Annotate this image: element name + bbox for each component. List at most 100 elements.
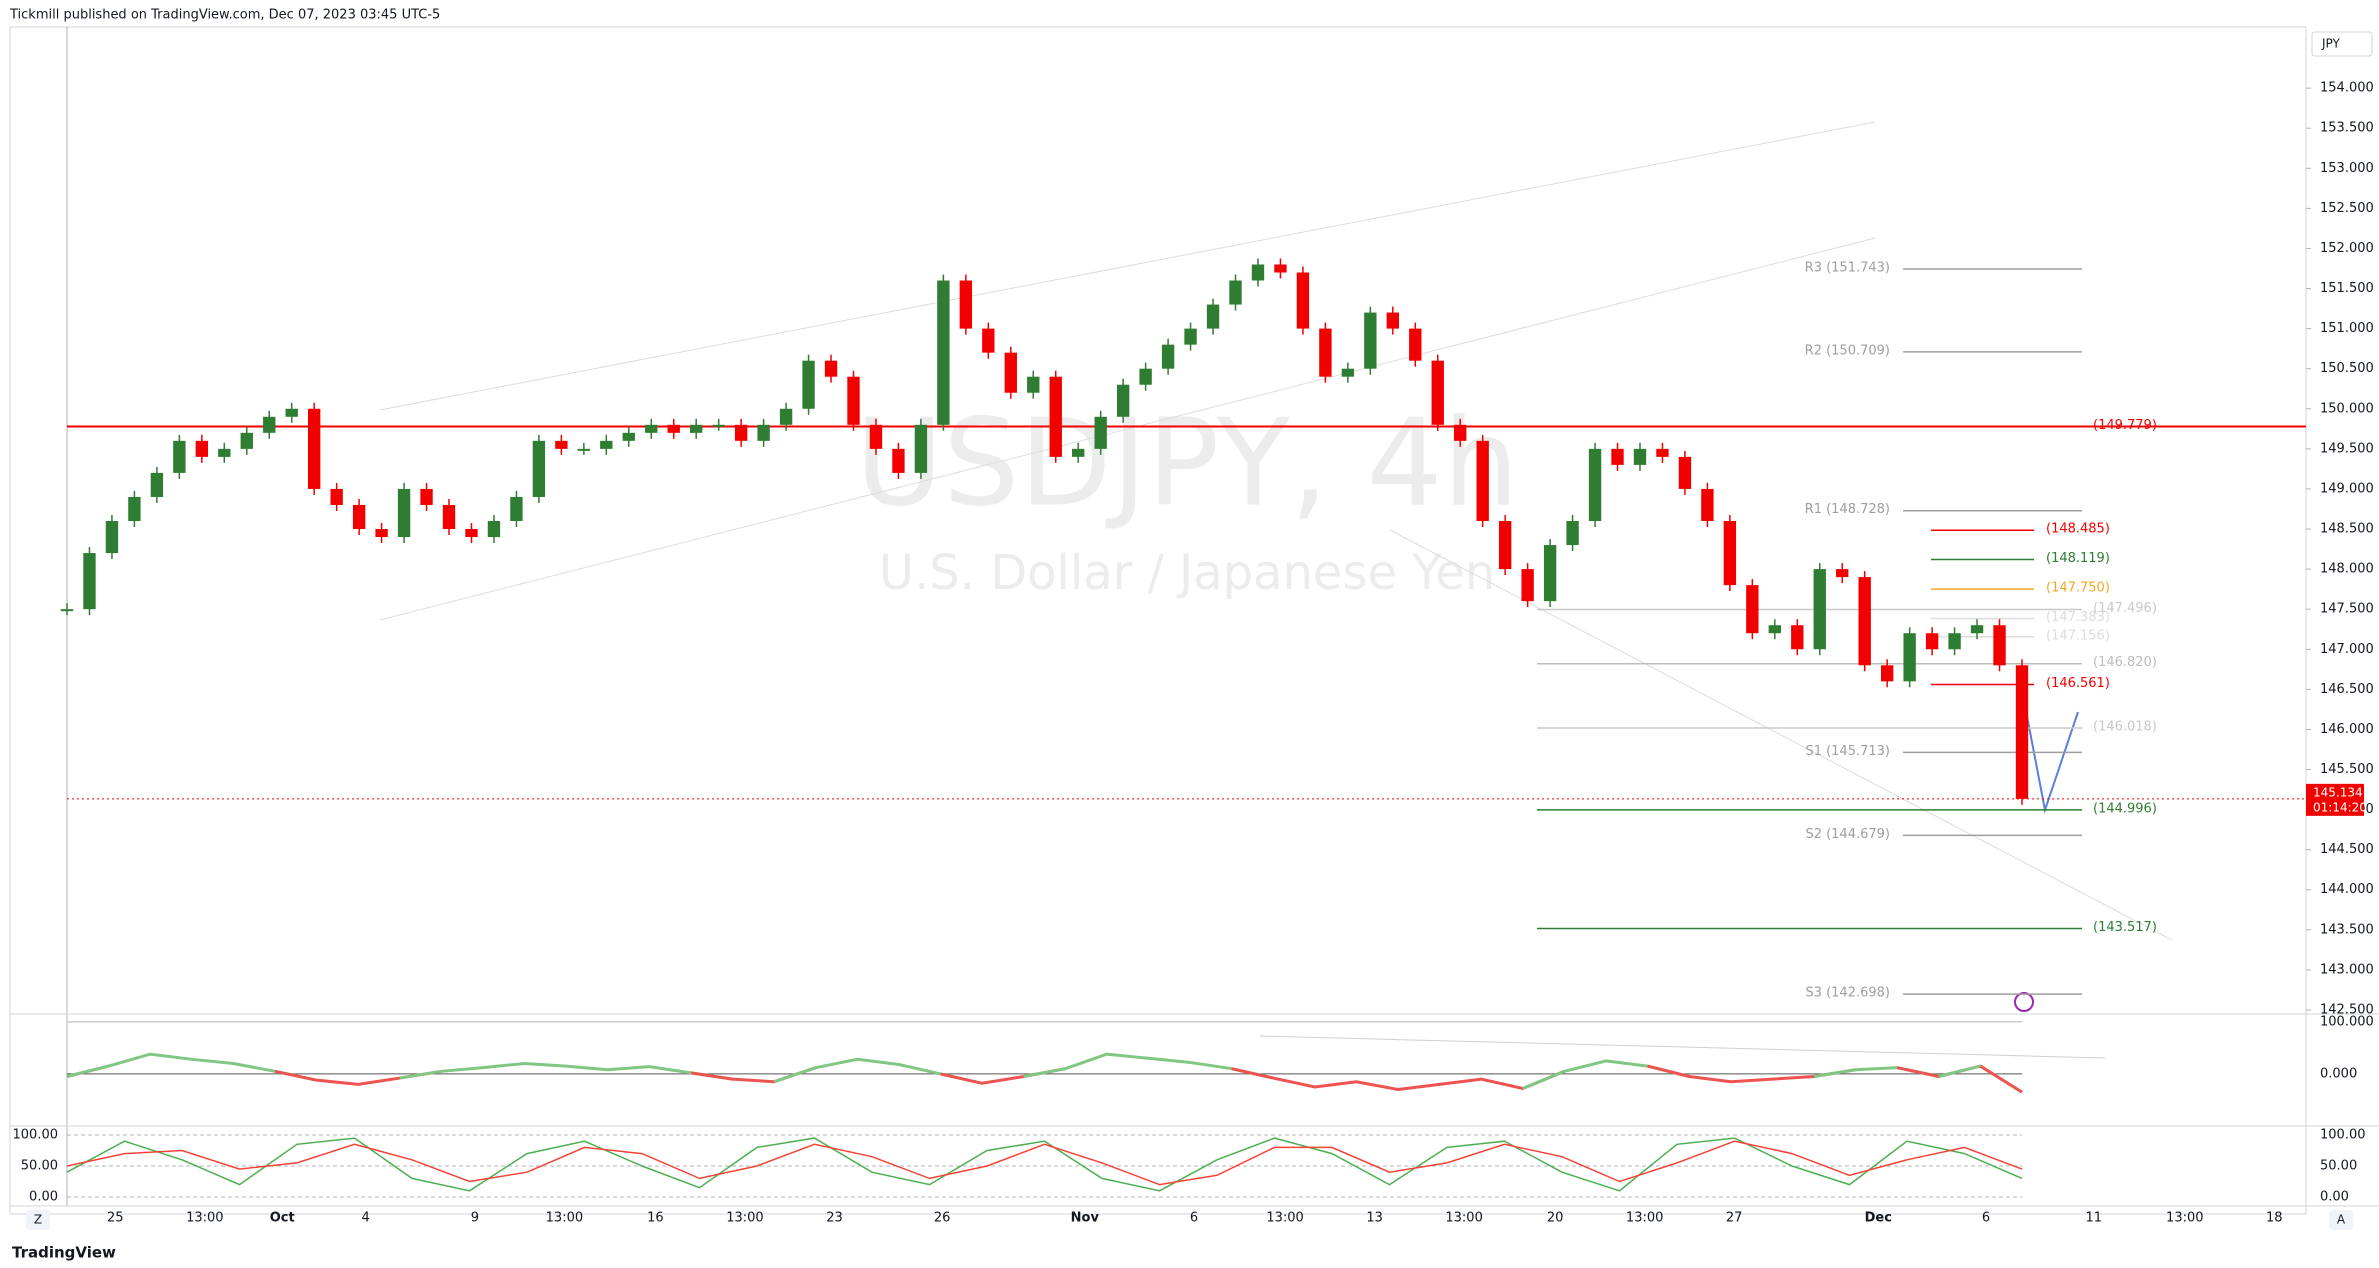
x-tick-label: 13 xyxy=(1366,1211,1383,1226)
y-tick-label: 152.500 xyxy=(2320,201,2374,216)
trend-line xyxy=(1259,1035,2106,1059)
candle-body xyxy=(779,408,793,425)
candle-body xyxy=(847,376,860,425)
candle-body xyxy=(1476,440,1489,521)
candle-body xyxy=(465,529,478,538)
x-tick-label: 6 xyxy=(1190,1211,1198,1226)
y-tick-label: 148.000 xyxy=(2320,562,2374,577)
trend-channel xyxy=(379,121,1876,411)
x-tick-label: 4 xyxy=(362,1211,370,1226)
candle-body xyxy=(218,448,231,457)
y-tick-label: 147.000 xyxy=(2320,642,2374,657)
level-label: (147.496) xyxy=(2093,601,2157,616)
zoom-button-label[interactable]: Z xyxy=(34,1213,42,1227)
candle-body xyxy=(1768,625,1781,634)
candle-body xyxy=(1948,633,1961,650)
y-tick-label: 153.000 xyxy=(2320,161,2374,176)
y-tick-label: 143.500 xyxy=(2320,922,2374,937)
x-tick-label: Dec xyxy=(1865,1211,1892,1226)
y-tick-label: 154.000 xyxy=(2320,81,2374,96)
level-label: (146.561) xyxy=(2046,676,2110,691)
auto-button[interactable] xyxy=(2329,1210,2353,1230)
zoom-button[interactable] xyxy=(26,1210,50,1230)
y-tick-label: 145.500 xyxy=(2320,762,2374,777)
candle-body xyxy=(1251,264,1265,281)
candle-body xyxy=(667,424,680,433)
candle-body xyxy=(1880,665,1894,682)
footer xyxy=(0,1238,2379,1268)
candle-body xyxy=(442,504,456,530)
candle-body xyxy=(1678,456,1692,489)
candle-body xyxy=(1633,448,1647,465)
candle-body xyxy=(1184,328,1197,345)
level-label: R3 (151.743) xyxy=(1805,261,1890,276)
y-tick-label: 150.500 xyxy=(2320,361,2374,376)
currency-badge xyxy=(2311,31,2373,57)
y-tick-label: 144.500 xyxy=(2320,842,2374,857)
x-tick-label: 13:00 xyxy=(726,1211,763,1226)
y-tick-label-left: 50.00 xyxy=(21,1159,58,1174)
candle-body xyxy=(285,408,298,417)
level-label: S3 (142.698) xyxy=(1805,986,1890,1001)
level-label: S1 (145.713) xyxy=(1805,744,1890,759)
level-label: S2 (144.679) xyxy=(1805,827,1890,842)
x-tick-label: 13:00 xyxy=(1266,1211,1303,1226)
y-tick-label: 149.000 xyxy=(2320,481,2374,496)
candle-body xyxy=(1656,448,1669,457)
level-label: R1 (148.728) xyxy=(1805,502,1890,517)
level-label: (147.156) xyxy=(2046,628,2110,643)
x-tick-label: 26 xyxy=(934,1211,951,1226)
candle-body xyxy=(105,521,119,554)
candle-body xyxy=(1072,448,1085,457)
y-tick-label: 143.000 xyxy=(2320,962,2374,977)
x-tick-label: 25 xyxy=(107,1211,124,1226)
oscillator-line xyxy=(399,1061,733,1081)
candle-body xyxy=(240,432,253,449)
candle-body xyxy=(1206,304,1220,329)
auto-button-label[interactable]: A xyxy=(2337,1213,2346,1227)
currency-label: JPY xyxy=(2321,37,2341,51)
candle-body xyxy=(1319,328,1332,377)
candle-body xyxy=(937,280,950,425)
candle-body xyxy=(1925,633,1939,650)
x-tick-label: 13:00 xyxy=(546,1211,583,1226)
brand[interactable]: TradingView xyxy=(12,1244,116,1262)
candle-body xyxy=(308,408,321,489)
y-tick-label: 151.500 xyxy=(2320,281,2374,296)
y-tick-label: 146.000 xyxy=(2320,722,2374,737)
y-tick-label: 50.00 xyxy=(2320,1159,2357,1174)
candle-body xyxy=(1116,384,1130,417)
candle-body xyxy=(510,496,523,521)
watermark-title: USDJPY, 4h xyxy=(855,395,1519,534)
oscillator-line xyxy=(66,1052,317,1082)
candle-body xyxy=(1364,312,1377,369)
candle-body xyxy=(802,360,815,409)
candle-body xyxy=(982,328,995,353)
candle-body xyxy=(1791,625,1804,650)
trend-channel xyxy=(379,237,1876,621)
candle-body xyxy=(1521,569,1534,602)
y-tick-label: 152.000 xyxy=(2320,241,2374,256)
candle-body xyxy=(1094,416,1107,449)
x-tick-label: 23 xyxy=(826,1211,843,1226)
x-tick-label: 13:00 xyxy=(1445,1211,1482,1226)
level-label: (147.383) xyxy=(2046,610,2110,625)
level-label: (148.119) xyxy=(2046,551,2110,566)
stochastic-line xyxy=(66,1140,2023,1186)
candle-body xyxy=(2015,665,2029,799)
candle-body xyxy=(1296,272,1310,329)
y-tick-label: 150.000 xyxy=(2320,401,2374,416)
candle-body xyxy=(195,440,209,457)
candle-body xyxy=(420,488,433,505)
y-tick-label: 142.500 xyxy=(2320,1002,2374,1017)
candle-body xyxy=(532,440,546,497)
candle-body xyxy=(959,280,973,329)
trend-channel xyxy=(1389,529,2173,941)
y-tick-label: 100.000 xyxy=(2320,1014,2374,1029)
stochastic-line xyxy=(66,1137,2023,1192)
candle-body xyxy=(1161,344,1175,369)
x-tick-label: 18 xyxy=(2266,1211,2283,1226)
level-label: (148.485) xyxy=(2046,522,2110,537)
event-icon[interactable] xyxy=(2014,992,2034,1012)
y-tick-label-left: 100.00 xyxy=(13,1127,59,1142)
